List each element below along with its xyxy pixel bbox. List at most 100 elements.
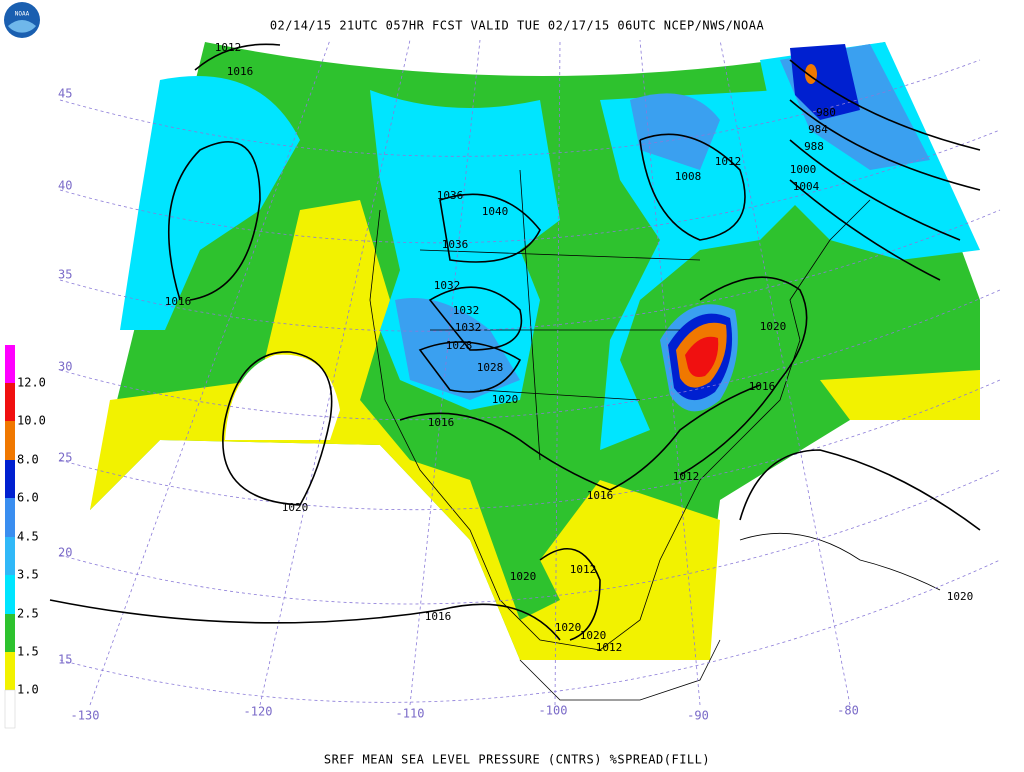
state-borders	[419, 169, 701, 461]
header: 02/14/15 21UTC 057HR FCST VALID TUE 02/1…	[270, 19, 765, 33]
contour-label: 1028	[446, 339, 473, 352]
legend-label: 12.0	[17, 376, 46, 390]
latitude-label: 40	[58, 179, 72, 193]
legend-swatch	[4, 689, 16, 729]
legend-swatch	[5, 652, 15, 690]
longitude-label: -80	[837, 704, 859, 718]
logo: NOAA	[4, 2, 40, 38]
spread-fill	[90, 42, 980, 660]
contour	[399, 384, 761, 491]
contour-label: 1008	[675, 170, 702, 183]
contour-label: 1016	[587, 489, 614, 502]
latitude-label: 30	[58, 360, 72, 374]
legend-label: 10.0	[17, 414, 46, 428]
yellow-area	[90, 200, 720, 660]
latitude-label: 45	[58, 87, 72, 101]
contour	[539, 548, 601, 641]
lon-line-100	[554, 39, 561, 706]
latitude-label: 15	[58, 653, 72, 667]
lat-line-35	[59, 209, 1001, 332]
contour	[194, 43, 281, 71]
legend-swatch	[5, 421, 15, 460]
longitude-label: -100	[539, 704, 568, 718]
contour-label: 1032	[434, 279, 461, 292]
lon-line-130	[89, 39, 331, 706]
contour-label: 1020	[282, 501, 309, 514]
contour-label: 1012	[596, 641, 623, 654]
contour-label: 1020	[947, 590, 974, 603]
latitude-label: 25	[58, 451, 72, 465]
cyan-area-east	[600, 90, 800, 450]
coastline-na	[369, 199, 871, 651]
blue-area-basin	[395, 298, 520, 400]
contour-label: 1020	[510, 570, 537, 583]
legend-label: 8.0	[17, 453, 39, 467]
contour	[49, 599, 561, 641]
contour	[739, 449, 981, 531]
contour-label: 1012	[673, 470, 700, 483]
longitude-label: -90	[687, 709, 709, 723]
contour	[789, 59, 981, 281]
contour-label: 1016	[749, 380, 776, 393]
contour-label: 980	[816, 106, 836, 119]
contours	[49, 43, 981, 641]
contour	[428, 286, 523, 351]
coastline-ca	[519, 639, 721, 701]
legend-label: 4.5	[17, 530, 39, 544]
longitude-label: -130	[71, 709, 100, 723]
contour-label: 1036	[437, 189, 464, 202]
contour-label: 1020	[555, 621, 582, 634]
legend-swatch	[5, 575, 15, 614]
latitude-label: 35	[58, 268, 72, 282]
longitude-label: -110	[396, 707, 425, 721]
contour-label: 1012	[570, 563, 597, 576]
contour-label: 1032	[453, 304, 480, 317]
lat-line-30	[59, 289, 1001, 421]
cyan-area-west	[120, 76, 300, 330]
contour-label: 1028	[477, 361, 504, 374]
contour-label: 988	[804, 140, 824, 153]
blue-area-ontario	[630, 93, 720, 170]
darkblue-area-ne	[790, 44, 860, 120]
contour-label: 1016	[227, 65, 254, 78]
yellow-area-east	[820, 370, 980, 420]
longitude-label: -120	[244, 705, 273, 719]
legend-label: 3.5	[17, 568, 39, 582]
contour-label: 1012	[215, 41, 242, 54]
lat-line-15	[59, 559, 1001, 703]
contour-label: 1036	[442, 238, 469, 251]
contour-label: 984	[808, 123, 828, 136]
logo-text: NOAA	[15, 11, 30, 18]
legend-swatch	[5, 614, 15, 652]
legend-colorbar	[4, 345, 16, 729]
legend-label: 6.0	[17, 491, 39, 505]
contour-label: 1016	[165, 295, 192, 308]
contour	[167, 141, 261, 301]
legend-swatch	[5, 383, 15, 421]
white-area	[225, 354, 340, 440]
legend-swatch	[5, 498, 15, 537]
legend-label: 1.0	[17, 683, 39, 697]
legend-swatch	[5, 460, 15, 498]
contour-label: 1000	[790, 163, 817, 176]
contour-label: 1004	[793, 180, 820, 193]
contour	[222, 351, 333, 506]
coastlines	[369, 169, 941, 701]
contour-label: 1032	[455, 321, 482, 334]
contour	[418, 341, 522, 393]
labels: 12.0 10.0 8.0 6.0 4.5 3.5 2.5 1.5 1.0 45 40 35 30 25 2…	[17, 41, 973, 723]
red-area-low	[685, 336, 719, 377]
legend-label: 1.5	[17, 645, 39, 659]
lat-line-25	[59, 379, 1001, 511]
lat-line-20	[59, 469, 1001, 605]
lat-line-40	[59, 129, 1001, 244]
contour-label: 1016	[428, 416, 455, 429]
contour	[639, 133, 746, 241]
logo-wave	[8, 20, 36, 33]
legend-swatch	[5, 345, 15, 383]
footer: SREF MEAN SEA LEVEL PRESSURE (CNTRS) %SP…	[324, 753, 710, 767]
legend-label: 2.5	[17, 607, 39, 621]
contour-label: 1016	[425, 610, 452, 623]
contour	[679, 276, 808, 476]
